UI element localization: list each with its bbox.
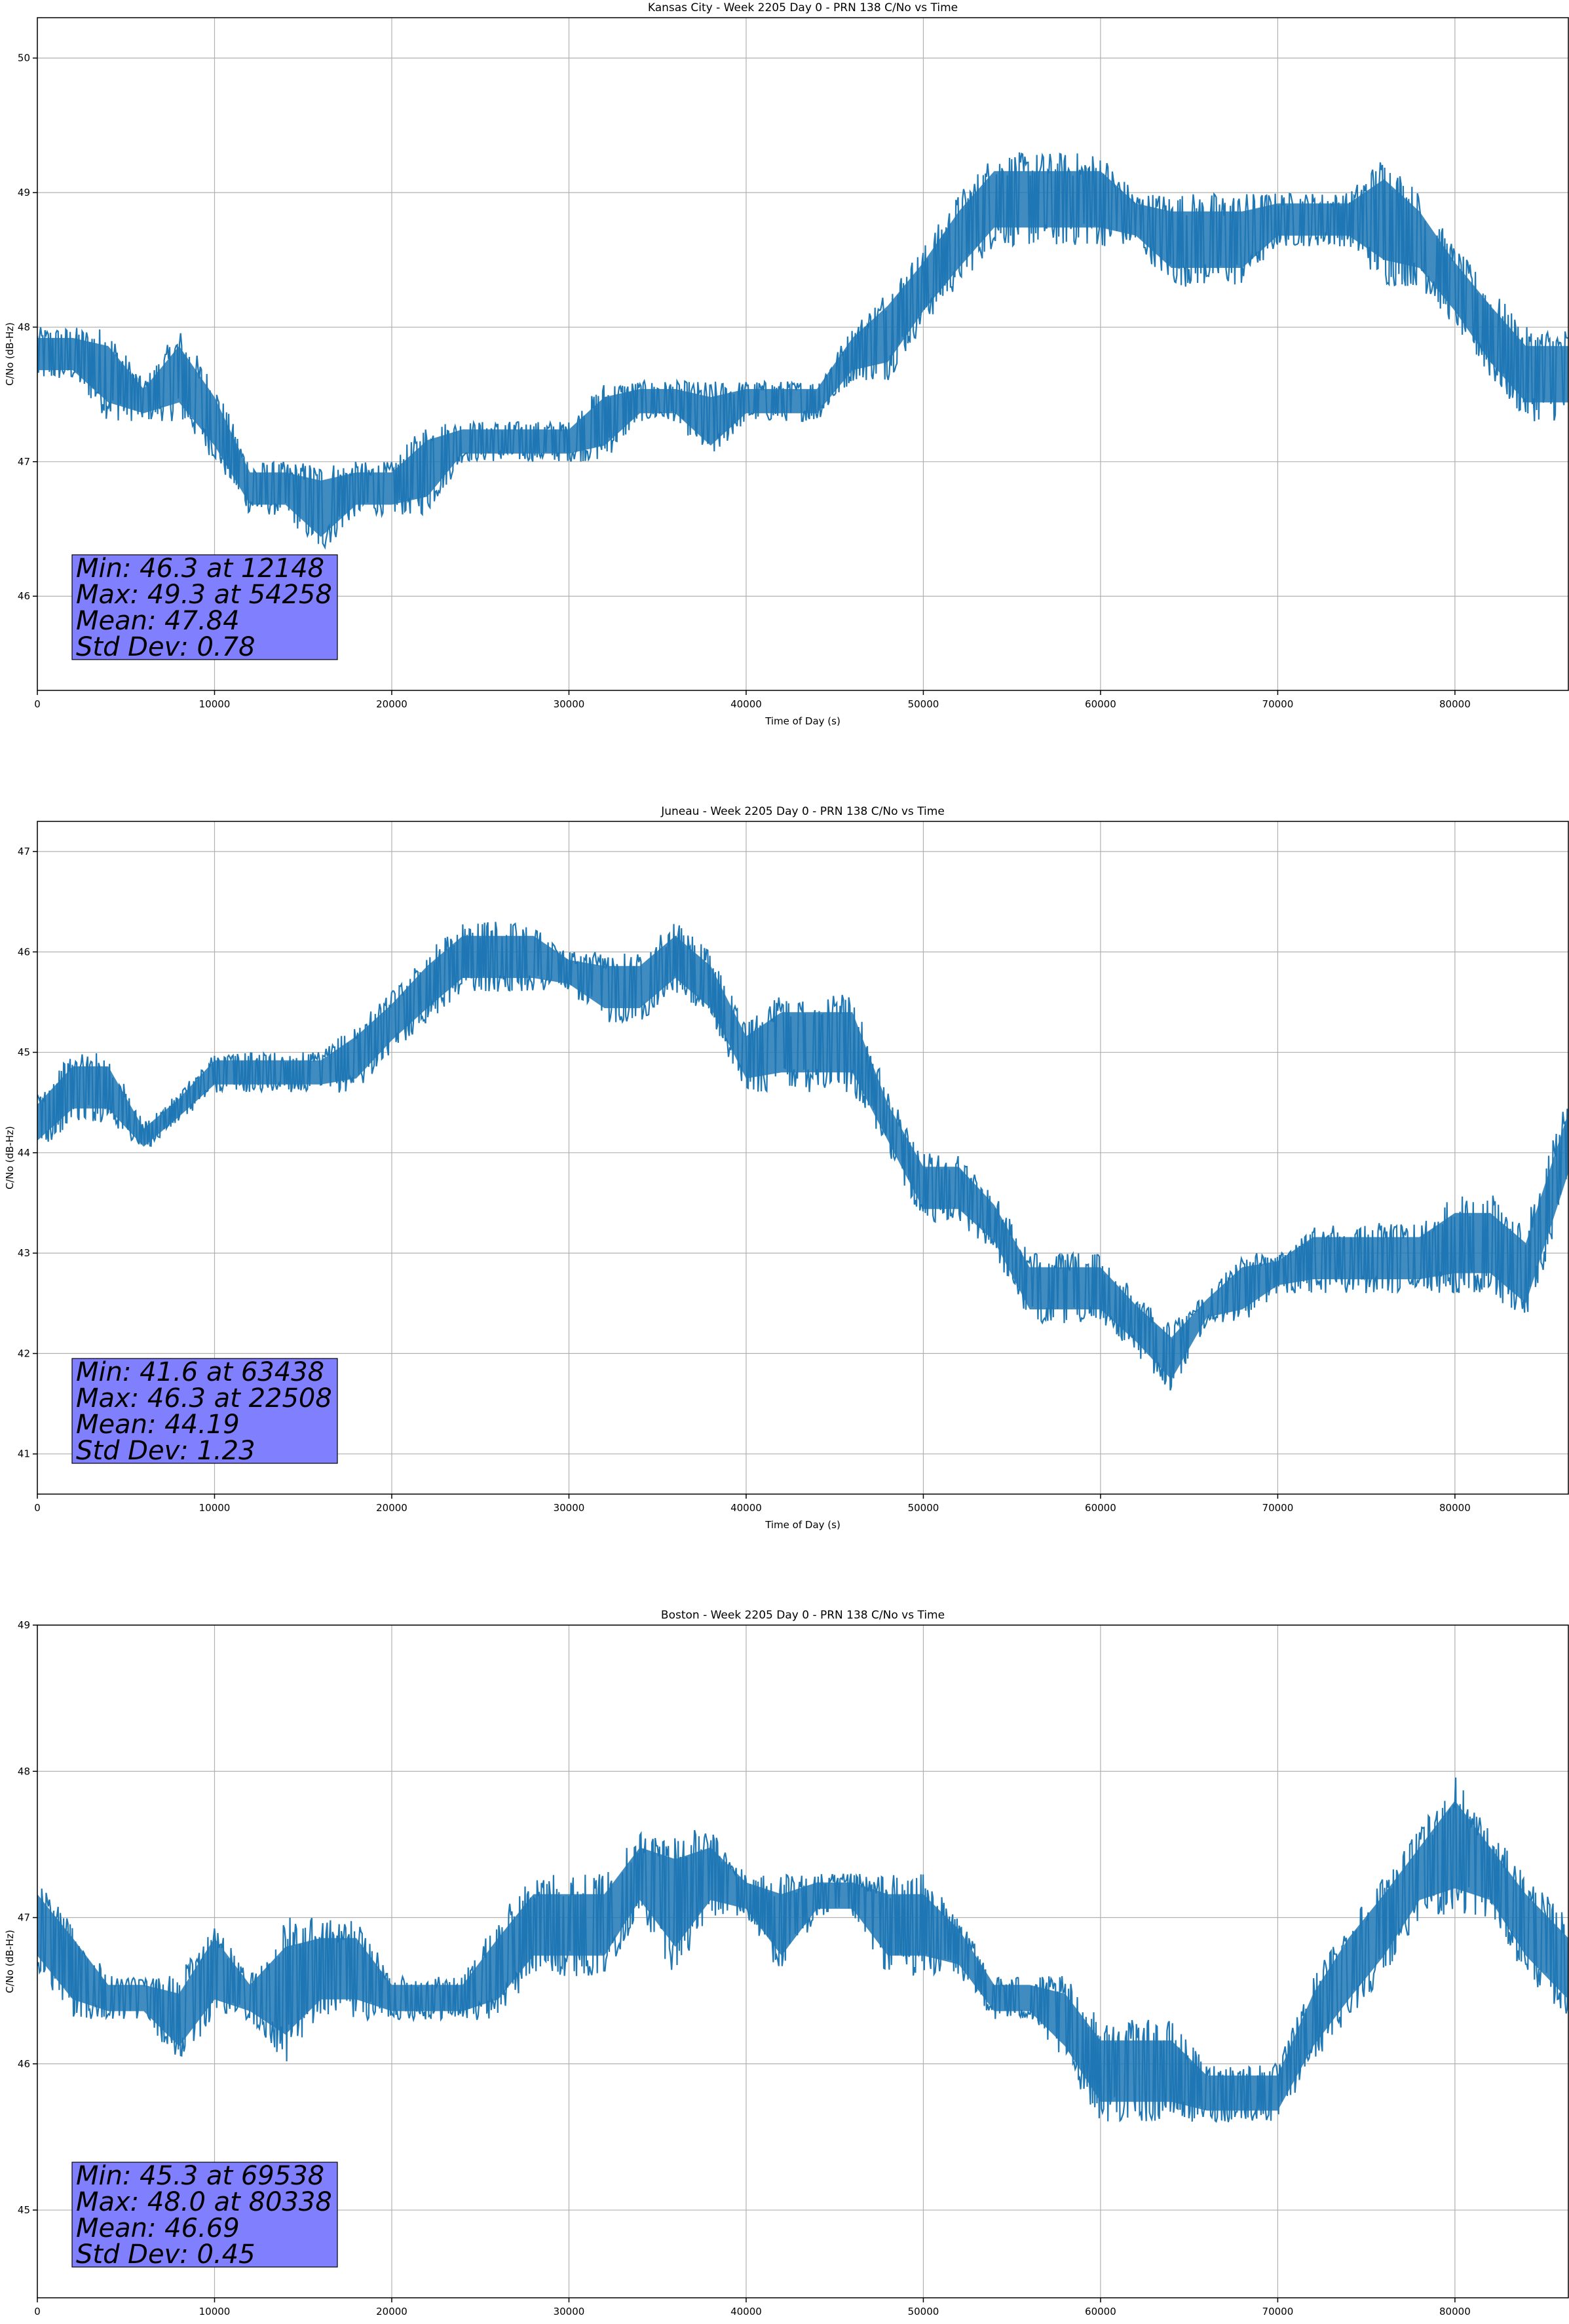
series-band	[37, 171, 1568, 537]
stats-box	[71, 2162, 338, 2268]
x-tick-label: 70000	[1262, 2306, 1294, 2317]
x-tick-label: 20000	[376, 698, 407, 710]
x-tick-label: 0	[34, 1502, 41, 1514]
series-line	[37, 152, 1568, 550]
y-tick-label: 43	[18, 1247, 30, 1259]
y-tick-label: 47	[18, 1912, 30, 1924]
y-tick-label: 49	[18, 1619, 30, 1631]
y-tick-label: 47	[18, 846, 30, 857]
y-tick-label: 48	[18, 321, 30, 333]
stats-line: Mean: 44.19	[76, 1410, 240, 1440]
y-tick-label: 48	[18, 1765, 30, 1777]
stats-line: Mean: 47.84	[76, 606, 240, 636]
stats-line: Max: 48.0 at 80338	[76, 2187, 332, 2217]
x-tick-label: 70000	[1262, 698, 1294, 710]
y-tick-label: 49	[18, 187, 30, 198]
y-tick-label: 50	[18, 52, 30, 64]
x-tick-label: 80000	[1439, 698, 1471, 710]
x-tick-label: 30000	[554, 2306, 585, 2317]
stats-line: Min: 41.6 at 63438	[76, 1357, 324, 1387]
stats-line: Std Dev: 0.45	[76, 2240, 255, 2270]
series-band	[37, 1800, 1568, 2111]
chart-title: Juneau - Week 2205 Day 0 - PRN 138 C/No …	[660, 805, 945, 818]
stats-line: Min: 46.3 at 12148	[76, 553, 324, 584]
y-tick-label: 45	[18, 1047, 30, 1059]
stats-line: Mean: 46.69	[76, 2213, 240, 2243]
stats-line: Max: 46.3 at 22508	[76, 1383, 332, 1414]
x-tick-label: 10000	[199, 2306, 231, 2317]
x-tick-label: 60000	[1085, 698, 1116, 710]
chart-2: 0 10000 20000 30000 40000 50000 60000 70000 8000…	[4, 805, 1569, 1531]
x-tick-label: 20000	[376, 1502, 407, 1514]
chart-1: 0 10000 20000 30000 40000 50000 60000 70000 8000…	[4, 1, 1569, 727]
x-tick-label: 10000	[199, 1502, 231, 1514]
stats-line: Std Dev: 1.23	[76, 1436, 255, 1466]
x-tick-label: 30000	[554, 1502, 585, 1514]
y-tick-label: 44	[18, 1147, 30, 1159]
y-tick-label: 42	[18, 1347, 30, 1359]
x-tick-label: 50000	[908, 2306, 939, 2317]
x-tick-label: 50000	[908, 1502, 939, 1514]
x-tick-label: 80000	[1439, 1502, 1471, 1514]
series-group	[37, 152, 1568, 550]
x-tick-label: 30000	[554, 698, 585, 710]
y-tick-label: 46	[18, 946, 30, 958]
x-tick-label: 50000	[908, 698, 939, 710]
x-tick-label: 80000	[1439, 2306, 1471, 2317]
x-tick-label: 20000	[376, 2306, 407, 2317]
charts-container: 0 10000 20000 30000 40000 50000 60000 70000 8000…	[4, 1, 1569, 2324]
x-tick-label: 60000	[1085, 2306, 1116, 2317]
y-tick-label: 41	[18, 1448, 30, 1460]
y-tick-label: 45	[18, 2204, 30, 2216]
axes-frame	[37, 821, 1569, 1495]
series-group	[37, 1777, 1568, 2124]
y-tick-label: 47	[18, 456, 30, 468]
stats-box	[71, 1358, 338, 1464]
x-tick-label: 40000	[730, 2306, 762, 2317]
chart-title: Boston - Week 2205 Day 0 - PRN 138 C/No …	[661, 1609, 945, 1622]
x-axis-label: Time of Day (s)	[765, 715, 841, 727]
y-axis-label: C/No (dB-Hz)	[4, 322, 16, 386]
x-tick-label: 10000	[199, 698, 231, 710]
x-tick-label: 40000	[730, 1502, 762, 1514]
stats-box	[71, 554, 338, 660]
x-tick-label: 0	[34, 698, 41, 710]
y-tick-label: 46	[18, 590, 30, 602]
y-axis-label: C/No (dB-Hz)	[4, 1930, 16, 1993]
stats-line: Std Dev: 0.78	[76, 632, 255, 662]
axes-frame	[37, 1624, 1569, 2298]
x-tick-label: 40000	[730, 698, 762, 710]
stats-line: Min: 45.3 at 69538	[76, 2161, 324, 2191]
x-tick-label: 60000	[1085, 1502, 1116, 1514]
x-axis-label: Time of Day (s)	[765, 1519, 841, 1531]
y-axis-label: C/No (dB-Hz)	[4, 1126, 16, 1190]
x-tick-label: 0	[34, 2306, 41, 2317]
x-axis-label: Time of Day (s)	[765, 2323, 841, 2324]
x-tick-label: 70000	[1262, 1502, 1294, 1514]
series-group	[37, 922, 1568, 1391]
stats-line: Max: 49.3 at 54258	[76, 580, 332, 610]
chart-title: Kansas City - Week 2205 Day 0 - PRN 138 …	[648, 1, 958, 14]
y-tick-label: 46	[18, 2058, 30, 2070]
chart-3: 0 10000 20000 30000 40000 50000 60000 70000 8000…	[4, 1609, 1569, 2324]
axes-frame	[37, 17, 1569, 691]
series-band	[37, 935, 1568, 1380]
